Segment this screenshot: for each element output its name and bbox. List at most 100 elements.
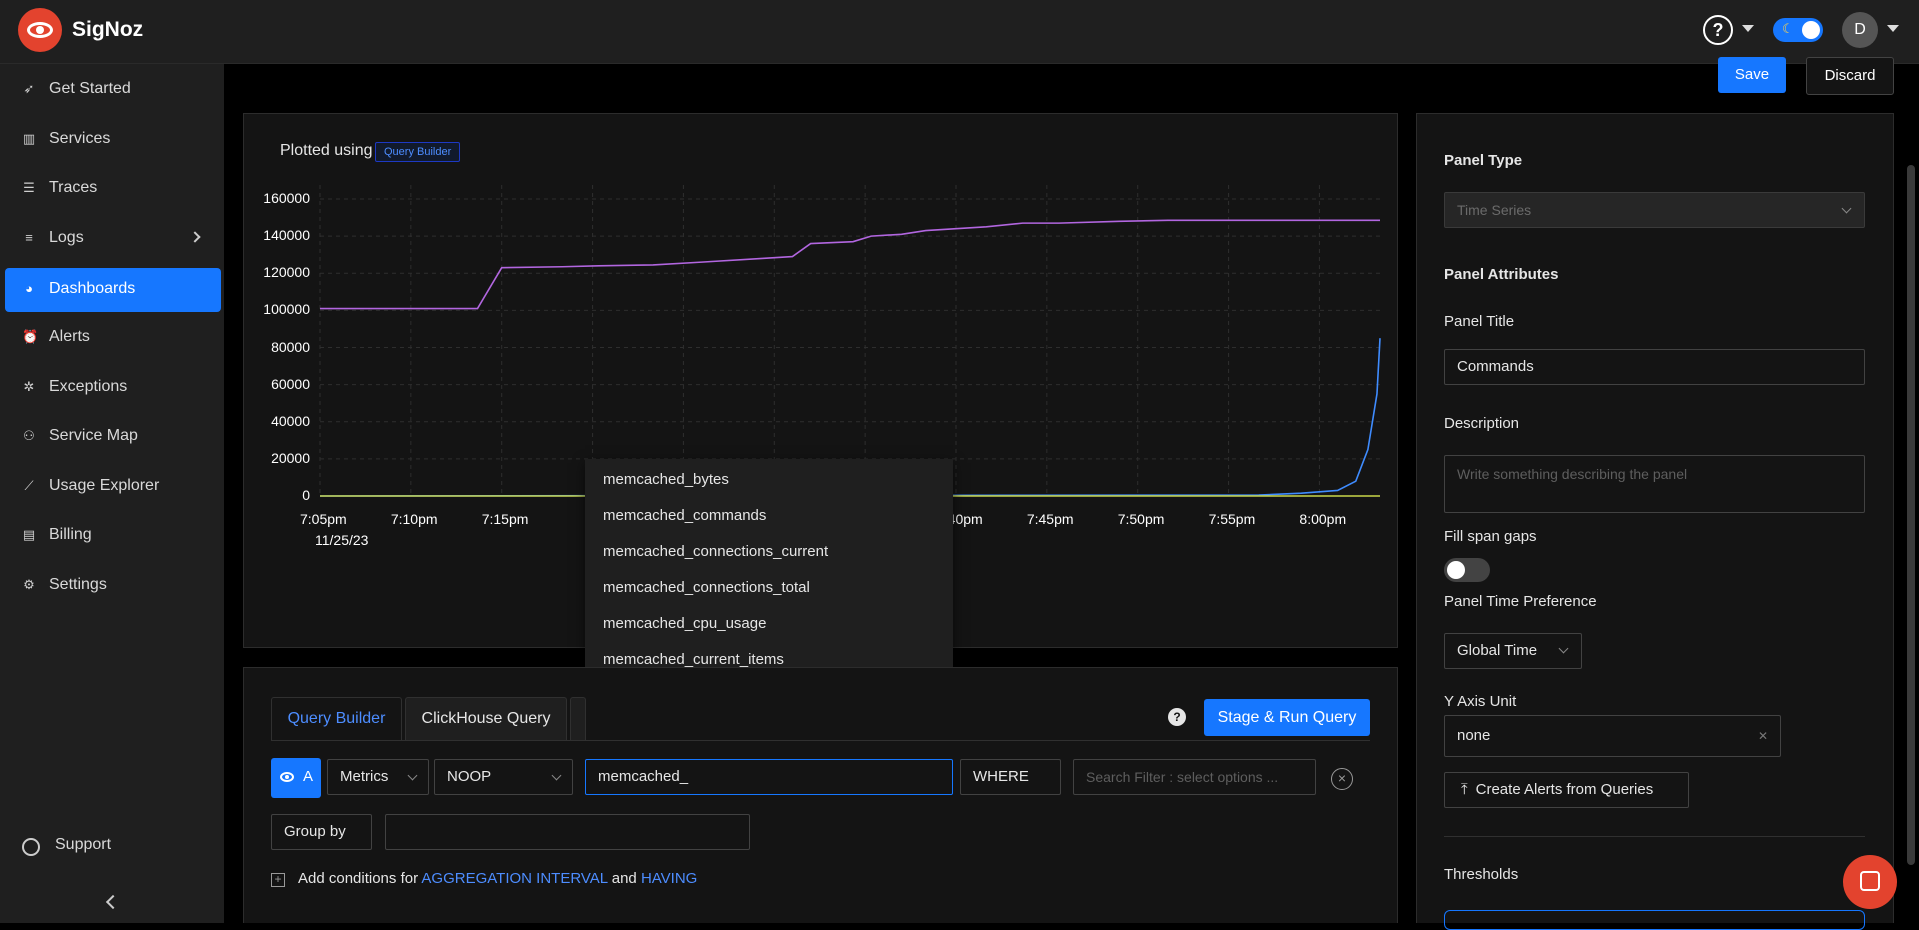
avatar[interactable]: D <box>1842 12 1878 48</box>
panel-type-select[interactable]: Time Series <box>1444 192 1865 228</box>
top-bar: SigNoz ? ☾ D <box>0 0 1919 64</box>
y-tick-label: 80000 <box>271 338 310 355</box>
y-tick-label: 100000 <box>263 301 310 318</box>
sidebar-item-dashboards[interactable]: ◕ Dashboards <box>5 268 221 312</box>
sidebar-item-logs[interactable]: ≡ Logs <box>5 217 221 261</box>
dropdown-option[interactable]: memcached_current_items <box>603 651 784 668</box>
sidebar-item-usage-explorer[interactable]: ⟋ Usage Explorer <box>5 465 221 509</box>
bill-icon: ▤ <box>22 527 36 542</box>
description-textarea[interactable]: Write something describing the panel <box>1444 455 1865 513</box>
tab-promql[interactable] <box>570 697 586 741</box>
y-tick-label: 0 <box>302 487 310 503</box>
query-a-toggle[interactable]: A <box>271 758 321 798</box>
tab-clickhouse-query[interactable]: ClickHouse Query <box>405 697 567 741</box>
y-tick-label: 140000 <box>263 227 310 244</box>
sidebar-item-services[interactable]: ▥ Services <box>22 130 111 147</box>
signoz-logo-icon[interactable] <box>18 8 62 52</box>
x-tick-label: 7:10pm <box>390 511 438 527</box>
x-tick-label: 7:05pm <box>300 511 347 527</box>
gear-icon: ⚙ <box>23 577 35 592</box>
panel-title-label: Panel Title <box>1444 313 1515 330</box>
align-left-icon: ≡ <box>25 230 33 245</box>
search-filter-input[interactable]: Search Filter : select options ... <box>1073 759 1316 795</box>
y-tick-label: 60000 <box>271 375 310 392</box>
panel-type-heading: Panel Type <box>1444 152 1523 169</box>
create-alerts-button[interactable]: ⤒ Create Alerts from Queries <box>1444 772 1689 808</box>
clear-icon[interactable]: ✕ <box>1757 729 1768 743</box>
description-label: Description <box>1444 415 1520 432</box>
plotted-using-label: Plotted using <box>280 142 373 159</box>
tabs-divider <box>271 740 1370 741</box>
bar-chart-icon: ▥ <box>22 131 36 146</box>
threshold-add-box[interactable] <box>1444 910 1865 930</box>
x-tick-label: 7:15pm <box>481 511 529 527</box>
y-tick-label: 120000 <box>263 264 310 281</box>
sidebar-item-billing[interactable]: ▤ Billing <box>22 526 92 543</box>
sidebar-item-service-map[interactable]: ⚇ Service Map <box>23 427 138 444</box>
time-preference-select[interactable]: Global Time <box>1444 633 1582 669</box>
sidebar-item-get-started[interactable]: ➶ Get Started <box>23 80 131 97</box>
bug-icon: ✲ <box>23 379 35 394</box>
panel-title-input[interactable]: Commands <box>1444 349 1865 385</box>
remove-query-icon[interactable]: × <box>1331 768 1353 790</box>
divider <box>1444 836 1865 837</box>
y-tick-label: 20000 <box>271 449 310 466</box>
sidebar-item-traces[interactable]: ☰ Traces <box>23 179 98 196</box>
dropdown-option[interactable]: memcached_cpu_usage <box>603 615 767 632</box>
y-axis-unit-select[interactable]: none ✕ <box>1444 715 1781 757</box>
group-by-input[interactable] <box>385 814 750 850</box>
x-tick-label: 8:00pm <box>1299 511 1347 527</box>
dropdown-option[interactable]: memcached_commands <box>603 507 767 524</box>
group-by-label: Group by <box>271 814 372 850</box>
tab-query-builder[interactable]: Query Builder <box>271 697 402 741</box>
help-caret-icon[interactable] <box>1742 25 1754 32</box>
sidebar-item-exceptions[interactable]: ✲ Exceptions <box>23 378 128 395</box>
save-button[interactable]: Save <box>1718 57 1786 93</box>
question-icon[interactable]: ? <box>1168 708 1186 726</box>
chevron-down-icon <box>1841 203 1852 214</box>
having-link[interactable]: HAVING <box>640 870 698 887</box>
eye-icon <box>280 772 294 782</box>
metric-name-input[interactable]: memcached_ <box>585 759 953 795</box>
chevron-down-icon <box>1558 643 1569 654</box>
y-tick-label: 160000 <box>263 190 310 206</box>
theme-toggle[interactable]: ☾ <box>1773 18 1823 42</box>
dashboard-icon: ◕ <box>25 281 33 296</box>
brand-name: SigNoz <box>72 18 144 41</box>
dropdown-option[interactable]: memcached_connections_total <box>603 579 810 596</box>
fill-span-gaps-switch[interactable] <box>1444 558 1490 582</box>
aggregate-operator-select[interactable]: NOOP <box>434 759 573 795</box>
panel-time-preference-label: Panel Time Preference <box>1444 593 1597 610</box>
series-line-0 <box>320 219 1380 310</box>
stage-run-query-button[interactable]: Stage & Run Query <box>1204 699 1370 736</box>
moon-icon: ☾ <box>1782 21 1794 36</box>
query-builder-tag: Query Builder <box>375 142 461 162</box>
alarm-icon: ⏰ <box>22 329 39 344</box>
dropdown-option[interactable]: memcached_connections_current <box>603 543 829 560</box>
rocket-icon: ➶ <box>23 81 35 96</box>
deployment-icon: ⚇ <box>23 428 35 443</box>
expand-plus-icon[interactable]: + <box>271 873 285 887</box>
help-icon[interactable]: ? <box>1703 15 1733 45</box>
aggregation-interval-link[interactable]: AGGREGATION INTERVAL <box>421 870 608 887</box>
x-tick-date-label: 11/25/23 <box>315 532 369 548</box>
support-icon <box>22 838 40 856</box>
x-tick-label: 7:50pm <box>1117 511 1165 527</box>
chevron-down-icon <box>407 770 418 781</box>
chevron-down-icon <box>551 770 562 781</box>
dropdown-option[interactable]: memcached_bytes <box>603 471 729 488</box>
scrollbar[interactable] <box>1907 165 1915 865</box>
sidebar-item-settings[interactable]: ⚙ Settings <box>23 576 107 593</box>
y-tick-label: 40000 <box>271 412 310 429</box>
avatar-caret-icon[interactable] <box>1887 25 1899 32</box>
upload-icon: ⤒ <box>1461 781 1468 798</box>
sidebar: ➶ Get Started ▥ Services ☰ Traces ≡ Logs ◕ Da… <box>0 64 224 923</box>
sidebar-item-alerts[interactable]: ⏰ Alerts <box>22 328 90 345</box>
chat-support-icon[interactable] <box>1843 855 1897 909</box>
discard-button[interactable]: Discard <box>1806 57 1894 95</box>
thresholds-label: Thresholds <box>1444 866 1519 883</box>
series-line-1 <box>319 338 1381 497</box>
list-icon: ☰ <box>23 180 35 195</box>
data-source-select[interactable]: Metrics <box>327 759 429 795</box>
